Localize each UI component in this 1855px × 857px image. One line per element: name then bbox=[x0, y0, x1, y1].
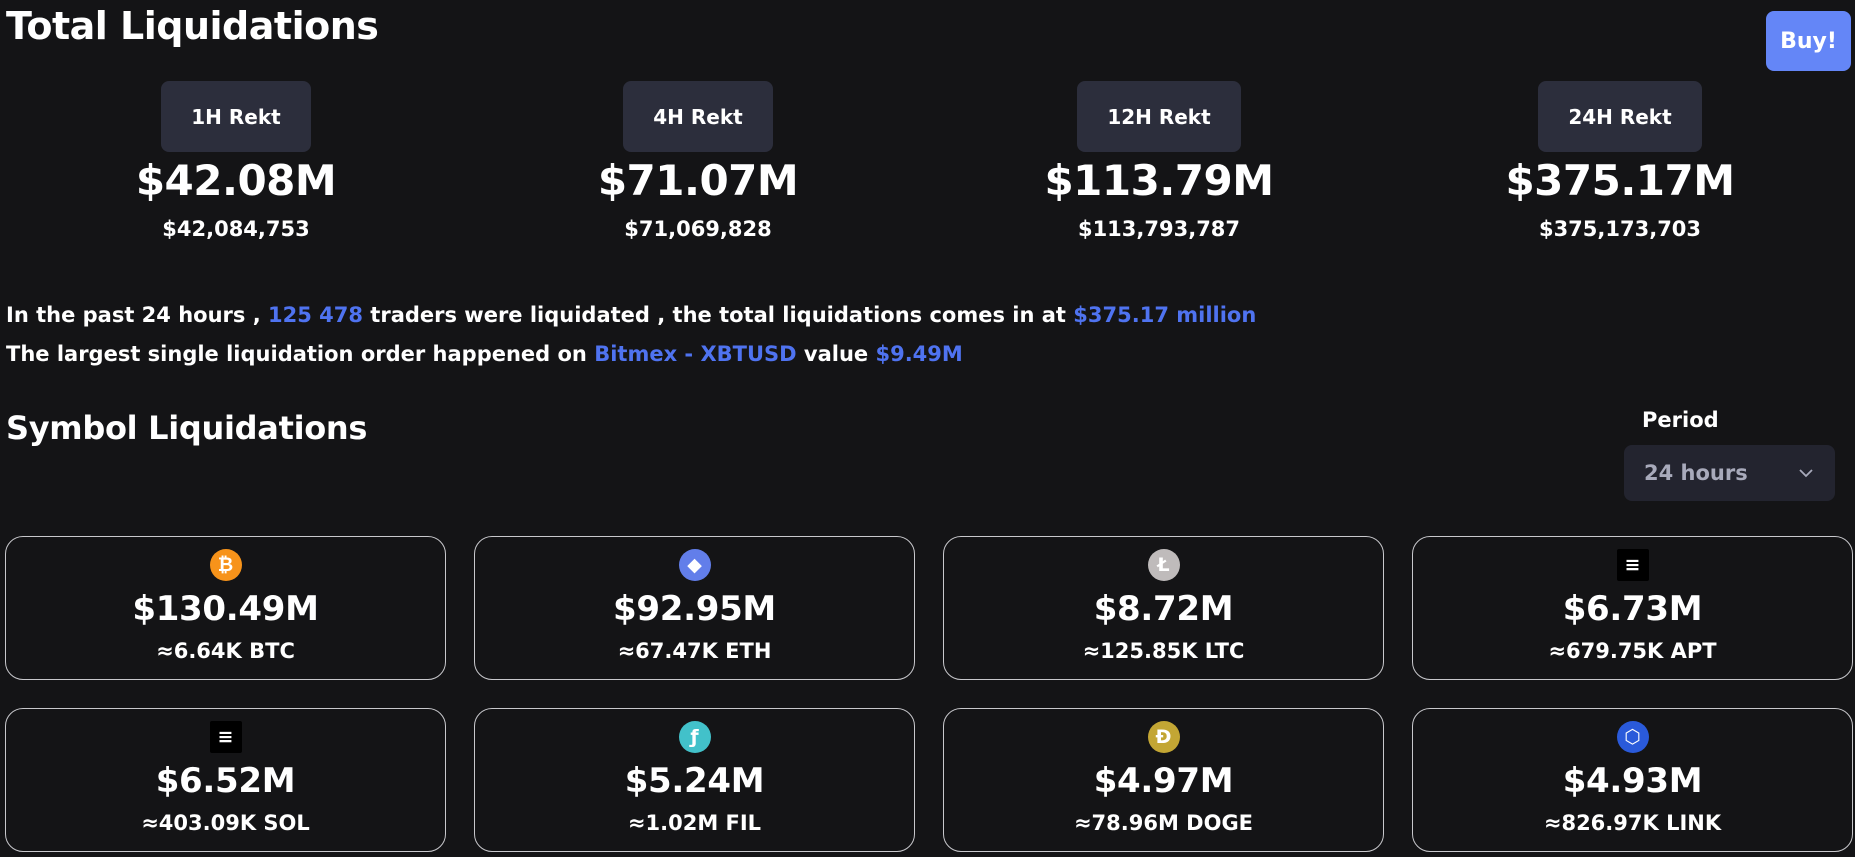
traders-count: 125 478 bbox=[268, 303, 363, 327]
buy-button[interactable]: Buy! bbox=[1766, 11, 1851, 71]
symbol-liquidation-amount: ≈826.97K LINK bbox=[1543, 811, 1722, 835]
symbol-liquidation-amount: ≈78.96M DOGE bbox=[1073, 811, 1254, 835]
symbol-liquidation-value: $8.72M bbox=[1093, 589, 1234, 629]
rekt-badge-24h: 24H Rekt bbox=[1538, 81, 1702, 152]
rekt-short-1h: $42.08M bbox=[135, 156, 337, 205]
total-liquidation-value: $375.17 million bbox=[1073, 303, 1257, 327]
largest-order-value: $9.49M bbox=[875, 342, 963, 366]
rekt-4h: 4H Rekt $71.07M $71,069,828 bbox=[538, 81, 858, 241]
symbol-liquidation-value: $5.24M bbox=[624, 761, 765, 801]
symbol-card[interactable]: Ł $8.72M ≈125.85K LTC bbox=[943, 536, 1384, 680]
symbol-liquidation-value: $4.93M bbox=[1562, 761, 1703, 801]
symbol-card[interactable]: ⬡ $4.93M ≈826.97K LINK bbox=[1412, 708, 1853, 852]
rekt-badge-12h: 12H Rekt bbox=[1077, 81, 1241, 152]
rekt-1h: 1H Rekt $42.08M $42,084,753 bbox=[76, 81, 396, 241]
rekt-badge-1h: 1H Rekt bbox=[161, 81, 311, 152]
rekt-badge-4h: 4H Rekt bbox=[623, 81, 773, 152]
symbol-liquidation-amount: ≈6.64K BTC bbox=[156, 639, 295, 663]
largest-mid: value bbox=[803, 342, 869, 366]
ltc-icon: Ł bbox=[1147, 549, 1180, 581]
symbol-liquidation-value: $92.95M bbox=[613, 589, 776, 629]
summary-line-1: In the past 24 hours , 125 478 traders w… bbox=[6, 296, 1256, 335]
symbol-liquidation-amount: ≈403.09K SOL bbox=[141, 811, 310, 835]
largest-prefix: The largest single liquidation order hap… bbox=[6, 342, 587, 366]
symbol-liquidation-amount: ≈67.47K ETH bbox=[617, 639, 772, 663]
rekt-12h: 12H Rekt $113.79M $113,793,787 bbox=[999, 81, 1319, 241]
symbol-card[interactable]: ≡ $6.73M ≈679.75K APT bbox=[1412, 536, 1853, 680]
liquidation-summary: In the past 24 hours , 125 478 traders w… bbox=[6, 296, 1256, 374]
doge-icon: Ð bbox=[1147, 721, 1180, 753]
rekt-exact-12h: $113,793,787 bbox=[1077, 217, 1241, 241]
rekt-short-4h: $71.07M bbox=[597, 156, 799, 205]
summary-prefix: In the past 24 hours , bbox=[6, 303, 261, 327]
symbol-liquidation-value: $6.73M bbox=[1562, 589, 1703, 629]
eth-icon: ◆ bbox=[678, 549, 711, 581]
apt-icon: ≡ bbox=[1616, 549, 1649, 581]
summary-line-2: The largest single liquidation order hap… bbox=[6, 335, 1256, 374]
rekt-exact-4h: $71,069,828 bbox=[624, 217, 772, 241]
page-title: Total Liquidations bbox=[6, 4, 379, 48]
fil-icon: ƒ bbox=[678, 721, 711, 753]
rekt-summary-row: 1H Rekt $42.08M $42,084,753 4H Rekt $71.… bbox=[0, 81, 1855, 256]
exchange-pair-link[interactable]: Bitmex - XBTUSD bbox=[594, 342, 797, 366]
symbol-card[interactable]: ₿ $130.49M ≈6.64K BTC bbox=[5, 536, 446, 680]
symbol-liquidation-amount: ≈125.85K LTC bbox=[1082, 639, 1245, 663]
rekt-24h: 24H Rekt $375.17M $375,173,703 bbox=[1460, 81, 1780, 241]
symbol-liquidation-value: $4.97M bbox=[1093, 761, 1234, 801]
period-value: 24 hours bbox=[1644, 461, 1748, 485]
rekt-short-12h: $113.79M bbox=[1044, 156, 1274, 205]
symbol-card[interactable]: ƒ $5.24M ≈1.02M FIL bbox=[474, 708, 915, 852]
rekt-exact-1h: $42,084,753 bbox=[162, 217, 310, 241]
rekt-short-24h: $375.17M bbox=[1505, 156, 1735, 205]
link-icon: ⬡ bbox=[1616, 721, 1649, 753]
period-select[interactable]: 24 hours bbox=[1624, 445, 1835, 501]
rekt-exact-24h: $375,173,703 bbox=[1538, 217, 1702, 241]
period-label: Period bbox=[1642, 408, 1719, 432]
symbol-card[interactable]: Ð $4.97M ≈78.96M DOGE bbox=[943, 708, 1384, 852]
symbol-liquidation-value: $130.49M bbox=[132, 589, 319, 629]
symbol-liquidation-amount: ≈679.75K APT bbox=[1548, 639, 1717, 663]
symbol-liquidation-amount: ≈1.02M FIL bbox=[627, 811, 762, 835]
btc-icon: ₿ bbox=[209, 549, 242, 581]
section-title: Symbol Liquidations bbox=[6, 409, 368, 447]
symbol-card[interactable]: ≡ $6.52M ≈403.09K SOL bbox=[5, 708, 446, 852]
summary-mid: traders were liquidated , the total liqu… bbox=[370, 303, 1066, 327]
symbol-card[interactable]: ◆ $92.95M ≈67.47K ETH bbox=[474, 536, 915, 680]
symbol-liquidation-value: $6.52M bbox=[155, 761, 296, 801]
chevron-down-icon bbox=[1799, 469, 1813, 478]
sol-icon: ≡ bbox=[209, 721, 242, 753]
